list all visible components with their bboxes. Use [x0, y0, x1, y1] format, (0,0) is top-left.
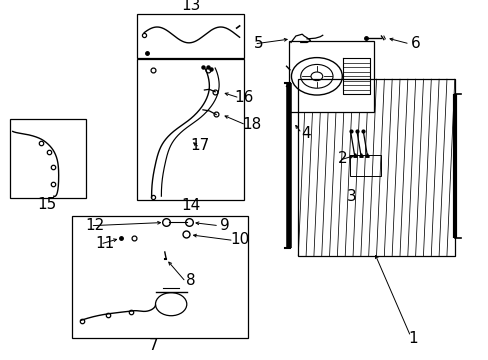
- Circle shape: [155, 293, 186, 316]
- Bar: [10, 119, 85, 198]
- Text: 14: 14: [181, 198, 200, 213]
- Text: 3: 3: [346, 189, 356, 204]
- Text: 4: 4: [301, 126, 310, 141]
- Text: 12: 12: [85, 217, 105, 233]
- Text: 18: 18: [242, 117, 261, 132]
- Bar: [288, 41, 373, 112]
- Bar: [137, 59, 244, 200]
- Text: 2: 2: [337, 151, 346, 166]
- Text: 13: 13: [181, 0, 200, 13]
- Text: 10: 10: [229, 232, 249, 247]
- Bar: [349, 155, 381, 176]
- Bar: [137, 14, 244, 58]
- Text: 7: 7: [149, 338, 159, 353]
- Text: 17: 17: [189, 138, 209, 153]
- Text: 5: 5: [254, 36, 264, 51]
- Bar: [298, 79, 454, 256]
- Text: 11: 11: [95, 235, 115, 251]
- Bar: [298, 79, 454, 256]
- Text: 16: 16: [234, 90, 254, 105]
- Text: 6: 6: [410, 36, 420, 51]
- Text: 8: 8: [185, 273, 195, 288]
- Bar: [72, 216, 248, 338]
- Text: 1: 1: [407, 331, 417, 346]
- Text: 9: 9: [220, 217, 229, 233]
- Text: 15: 15: [37, 197, 56, 212]
